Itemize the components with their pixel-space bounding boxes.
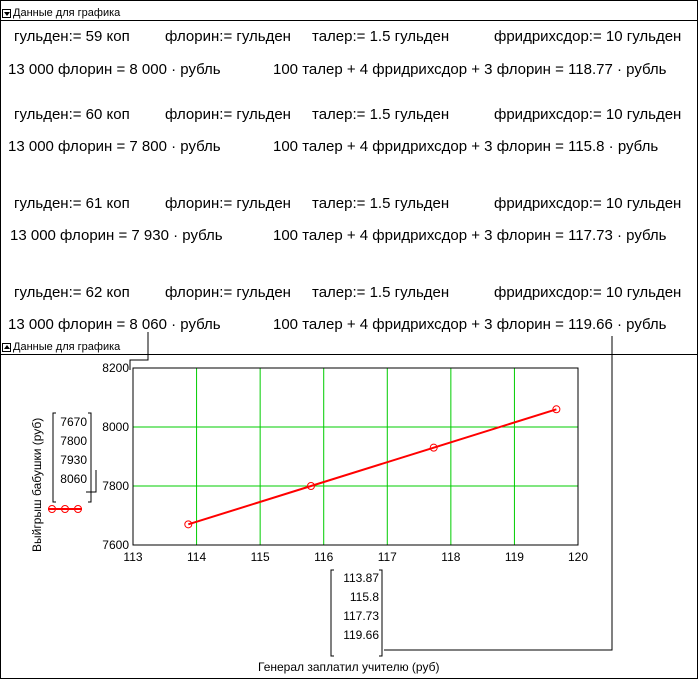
def-florin-2[interactable]: флорин:= гульден [165, 106, 291, 123]
series-line [188, 408, 557, 526]
data-point [307, 482, 315, 490]
data-point [552, 405, 561, 414]
result-florin-4[interactable]: 13 000 флорин = 8 060 · рубль [8, 316, 221, 333]
x-tick-label: 114 [187, 550, 206, 564]
x-tick-label: 116 [314, 550, 333, 564]
def-taler-3[interactable]: талер:= 1.5 гульден [312, 195, 450, 212]
y-tick-label: 7600 [102, 538, 129, 552]
collapse-triangle-icon[interactable] [2, 8, 11, 18]
def-taler-2[interactable]: талер:= 1.5 гульден [312, 106, 450, 123]
result-teacher-2[interactable]: 100 талер + 4 фридрихсдор + 3 флорин = 1… [273, 138, 659, 155]
def-gulden-1[interactable]: гульден:= 59 коп [14, 28, 130, 45]
y-vector-bracket-right [88, 412, 92, 503]
def-taler-4[interactable]: талер:= 1.5 гульден [312, 284, 450, 301]
result-florin-2[interactable]: 13 000 флорин = 7 800 · рубль [8, 138, 221, 155]
def-fridrihsdor-3[interactable]: фридрихсдор:= 10 гульден [494, 195, 682, 212]
data-point [184, 520, 193, 529]
region-header-top[interactable]: Данные для графика [0, 6, 120, 20]
x-data-vector: 113.87 115.8 117.73 119.66 [331, 569, 379, 645]
leader-line-teacher [384, 336, 613, 651]
expand-triangle-icon[interactable] [2, 342, 11, 352]
legend-marker [48, 505, 56, 513]
y-tick-label: 8200 [102, 361, 129, 375]
plot-border [132, 367, 579, 546]
def-gulden-3[interactable]: гульден:= 61 коп [14, 195, 130, 212]
result-florin-3[interactable]: 13 000 флорин = 7 930 · рубль [10, 227, 223, 244]
x-tick-label: 115 [251, 550, 270, 564]
region-divider-top [0, 20, 698, 21]
x-tick-label: 118 [441, 550, 460, 564]
region-label: Данные для графика [13, 341, 121, 353]
data-point [429, 443, 438, 452]
def-gulden-2[interactable]: гульден:= 60 коп [14, 106, 130, 123]
x-vector-item: 113.87 [343, 571, 379, 585]
y-tick-label: 7800 [102, 479, 129, 493]
legend-marker [61, 505, 69, 513]
y-vector-bracket-left [52, 412, 56, 503]
x-tick-label: 113 [123, 550, 142, 564]
region-header-bottom[interactable]: Данные для графика [0, 340, 120, 354]
x-tick-label: 120 [568, 550, 588, 564]
def-fridrihsdor-2[interactable]: фридрихсдор:= 10 гульден [494, 106, 682, 123]
leader-line-y [86, 470, 97, 493]
def-fridrihsdor-4[interactable]: фридрихсдор:= 10 гульден [494, 284, 682, 301]
region-divider-bottom [0, 354, 698, 355]
result-florin-1[interactable]: 13 000 флорин = 8 000 · рубль [8, 61, 221, 78]
def-florin-4[interactable]: флорин:= гульден [165, 284, 291, 301]
plot-area [132, 367, 579, 546]
legend-marker [74, 505, 82, 513]
y-vector-item: 7800 [60, 434, 87, 448]
def-fridrihsdor-1[interactable]: фридрихсдор:= 10 гульден [494, 28, 682, 45]
y-data-vector: 7670 7800 7930 8060 [53, 413, 87, 489]
y-tick-label: 8000 [102, 420, 129, 434]
x-vector-item: 115.8 [349, 590, 379, 604]
def-florin-3[interactable]: флорин:= гульден [165, 195, 291, 212]
result-teacher-4[interactable]: 100 талер + 4 фридрихсдор + 3 флорин = 1… [273, 316, 667, 333]
x-tick-label: 117 [378, 550, 397, 564]
leader-line-florin [129, 332, 149, 370]
y-axis-label: Выйгрыш бабушки (руб) [30, 417, 44, 552]
y-vector-item: 7670 [60, 415, 87, 429]
x-vector-bracket-right [379, 569, 383, 657]
x-vector-item: 119.66 [343, 628, 379, 642]
x-vector-item: 117.73 [343, 609, 379, 623]
def-gulden-4[interactable]: гульден:= 62 коп [14, 284, 130, 301]
y-vector-item: 7930 [60, 453, 87, 467]
region-label: Данные для графика [13, 7, 121, 19]
y-vector-item: 8060 [60, 472, 87, 486]
def-taler-1[interactable]: талер:= 1.5 гульден [312, 28, 450, 45]
result-teacher-1[interactable]: 100 талер + 4 фридрихсдор + 3 флорин = 1… [273, 61, 667, 78]
x-tick-label: 119 [505, 550, 524, 564]
x-vector-bracket-left [330, 569, 334, 657]
result-teacher-3[interactable]: 100 талер + 4 фридрихсдор + 3 флорин = 1… [273, 227, 667, 244]
def-florin-1[interactable]: флорин:= гульден [165, 28, 291, 45]
x-axis-label: Генерал заплатил учителю (руб) [258, 660, 440, 674]
